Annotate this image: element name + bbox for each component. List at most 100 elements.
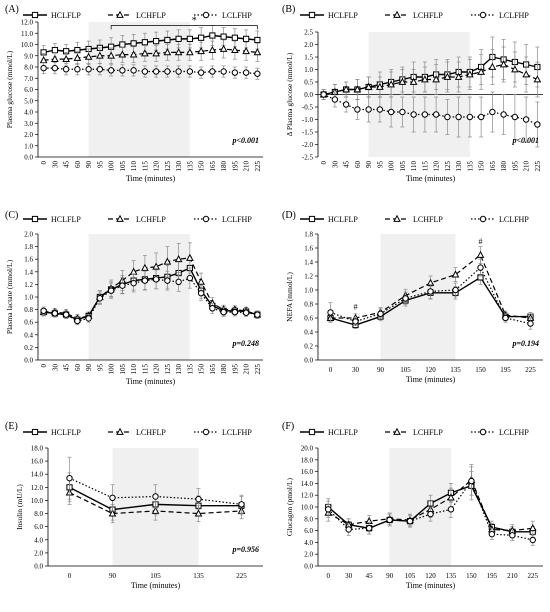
p-value: p=0.248 bbox=[231, 339, 259, 348]
data-point bbox=[325, 506, 332, 513]
data-point bbox=[197, 46, 205, 55]
data-point bbox=[377, 310, 384, 317]
x-tick-label: 90 bbox=[377, 366, 385, 374]
y-tick-label: 4.0 bbox=[304, 539, 313, 547]
data-point bbox=[477, 113, 485, 121]
data-point bbox=[327, 309, 334, 316]
data-point bbox=[164, 277, 171, 284]
x-tick-label: 30 bbox=[345, 572, 353, 580]
data-point bbox=[62, 66, 70, 73]
y-tick-label: 10.0 bbox=[31, 497, 44, 505]
x-tick-label: 0 bbox=[40, 364, 48, 368]
y-tick-label: 0.2 bbox=[24, 344, 33, 352]
y-tick-label: 0.8 bbox=[24, 306, 33, 314]
data-point bbox=[96, 51, 104, 59]
legend-marker bbox=[479, 11, 487, 19]
x-tick-label: 95 bbox=[376, 161, 384, 169]
data-point bbox=[51, 47, 58, 54]
x-tick-label: 135 bbox=[186, 364, 194, 375]
x-tick-label: 125 bbox=[444, 161, 452, 172]
x-tick-label: 105 bbox=[119, 364, 127, 375]
data-point bbox=[399, 108, 406, 116]
data-point bbox=[406, 517, 414, 525]
data-point bbox=[62, 311, 70, 318]
data-point bbox=[51, 310, 59, 317]
x-axis-title: Time (minutes) bbox=[406, 581, 456, 590]
y-tick-label: 12.0 bbox=[31, 484, 44, 492]
data-point bbox=[386, 516, 393, 524]
x-tick-label: 105 bbox=[150, 572, 161, 580]
data-point bbox=[365, 106, 372, 113]
series-2 bbox=[40, 62, 261, 80]
data-point bbox=[254, 311, 261, 318]
y-tick-label: 1.5 bbox=[304, 54, 313, 62]
data-point bbox=[118, 50, 127, 58]
data-point bbox=[219, 44, 228, 52]
legend-marker bbox=[202, 11, 210, 19]
legend-marker bbox=[393, 427, 401, 435]
legend-marker bbox=[308, 215, 316, 223]
data-point bbox=[96, 66, 104, 73]
x-tick-label: 120 bbox=[153, 364, 161, 375]
y-tick-label: 1.2 bbox=[304, 273, 313, 281]
x-tick-label: 195 bbox=[231, 161, 239, 172]
series-2 bbox=[40, 267, 261, 326]
legend-marker bbox=[31, 11, 39, 19]
x-tick-label: 225 bbox=[534, 161, 542, 172]
data-point bbox=[511, 65, 519, 73]
x-tick-label: 30 bbox=[331, 161, 339, 169]
data-point bbox=[209, 68, 216, 75]
shaded-region bbox=[88, 22, 190, 157]
x-tick-label: 225 bbox=[254, 161, 262, 172]
x-tick-label: 120 bbox=[153, 161, 161, 172]
chart-panel-0: (A) 0.0 1.0 2.0 3.0 4.0 5.0 6.0 7.0 8.0 9.0 10.0 11.… bbox=[5, 4, 263, 183]
significance-marker: * bbox=[192, 15, 197, 26]
data-point bbox=[432, 75, 440, 83]
data-point bbox=[40, 64, 47, 72]
x-tick-label: 30 bbox=[51, 364, 59, 372]
data-point bbox=[163, 48, 172, 56]
series-2 bbox=[327, 258, 534, 330]
data-point bbox=[84, 52, 93, 60]
legend-label: LCHFLP bbox=[413, 215, 443, 224]
series-2 bbox=[320, 89, 541, 148]
y-axis-title: Plasma lactate (mmol/L) bbox=[5, 259, 14, 334]
panel-label: (D) bbox=[282, 210, 296, 221]
data-point bbox=[186, 68, 194, 75]
data-point bbox=[197, 277, 205, 285]
data-point bbox=[153, 38, 160, 45]
y-axis-title: Glucagon (pmol/L) bbox=[285, 477, 294, 536]
y-tick-label: 16.0 bbox=[301, 468, 314, 476]
x-tick-label: 150 bbox=[478, 161, 486, 172]
data-point bbox=[421, 75, 429, 83]
data-point bbox=[73, 53, 82, 61]
y-tick-label: -1.5 bbox=[302, 129, 314, 137]
legend-marker bbox=[479, 428, 487, 436]
data-point bbox=[164, 36, 171, 44]
x-tick-label: 115 bbox=[421, 161, 429, 172]
x-tick-label: 90 bbox=[386, 572, 394, 580]
x-tick-label: 165 bbox=[209, 364, 217, 375]
data-point bbox=[231, 45, 239, 54]
x-tick-label: 180 bbox=[500, 161, 508, 172]
legend-marker bbox=[116, 427, 124, 435]
x-tick-label: 120 bbox=[425, 366, 436, 374]
x-axis-title: Time (minutes) bbox=[406, 375, 456, 384]
y-tick-label: 5.0 bbox=[24, 97, 33, 105]
data-point bbox=[175, 35, 182, 42]
legend-marker bbox=[308, 428, 316, 436]
legend-marker bbox=[393, 10, 401, 18]
x-tick-label: 105 bbox=[119, 161, 127, 172]
data-point bbox=[410, 111, 417, 118]
series-2 bbox=[66, 456, 245, 514]
legend-label: LCLFHP bbox=[499, 428, 529, 437]
data-point bbox=[466, 70, 474, 78]
data-point bbox=[151, 506, 160, 514]
data-point bbox=[209, 32, 216, 39]
data-point bbox=[342, 85, 350, 93]
data-point bbox=[533, 75, 542, 83]
data-point bbox=[119, 41, 126, 48]
x-tick-label: 95 bbox=[96, 364, 104, 372]
x-tick-label: 110 bbox=[130, 161, 138, 172]
data-point bbox=[489, 108, 496, 116]
